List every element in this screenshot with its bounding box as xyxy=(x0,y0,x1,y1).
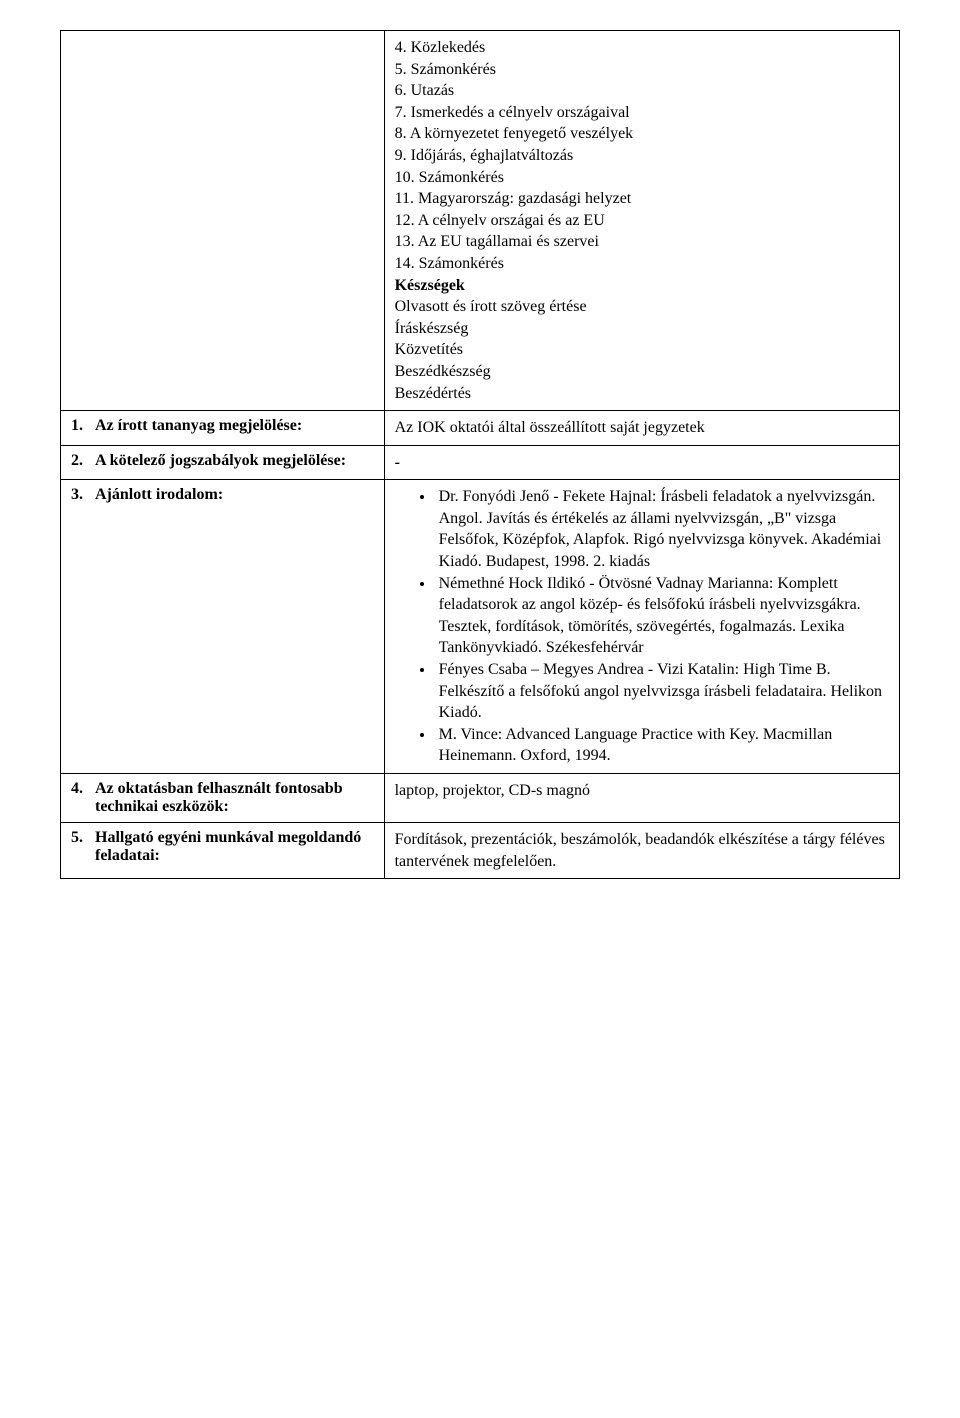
course-table: 4. Közlekedés5. Számonkérés6. Utazás7. I… xyxy=(60,30,900,879)
row4-content: laptop, projektor, CD-s magnó xyxy=(395,780,889,802)
topic-item: 13. Az EU tagállamai és szervei xyxy=(395,231,889,253)
skill-item: Olvasott és írott szöveg értése xyxy=(395,296,889,318)
row5-left: 5. Hallgató egyéni munkával megoldandó f… xyxy=(61,823,385,879)
row4-num: 4. xyxy=(71,780,89,816)
skills-heading: Készségek xyxy=(395,277,465,294)
row3-num: 3. xyxy=(71,486,89,504)
row0-right: 4. Közlekedés5. Számonkérés6. Utazás7. I… xyxy=(384,31,899,411)
row3-label: Ajánlott irodalom: xyxy=(95,486,223,504)
row5-label: Hallgató egyéni munkával megoldandó fela… xyxy=(95,829,374,865)
row5-right: Fordítások, prezentációk, beszámolók, be… xyxy=(384,823,899,879)
topic-item: 5. Számonkérés xyxy=(395,59,889,81)
topic-item: 10. Számonkérés xyxy=(395,167,889,189)
literature-item: Dr. Fonyódi Jenő - Fekete Hajnal: Írásbe… xyxy=(435,486,889,572)
row1-left: 1. Az írott tananyag megjelölése: xyxy=(61,411,385,446)
skill-item: Beszédértés xyxy=(395,383,889,405)
row5-content: Fordítások, prezentációk, beszámolók, be… xyxy=(395,829,889,872)
topic-item: 9. Időjárás, éghajlatváltozás xyxy=(395,145,889,167)
row2-label: A kötelező jogszabályok megjelölése: xyxy=(95,452,346,470)
row2-right: - xyxy=(384,445,899,480)
skill-item: Beszédkészség xyxy=(395,361,889,383)
skill-item: Íráskészség xyxy=(395,318,889,340)
row2-num: 2. xyxy=(71,452,89,470)
row1-right: Az IOK oktatói által összeállított saját… xyxy=(384,411,899,446)
literature-item: Némethné Hock Ildikó - Ötvösné Vadnay Ma… xyxy=(435,573,889,659)
topic-item: 12. A célnyelv országai és az EU xyxy=(395,210,889,232)
row3-left: 3. Ajánlott irodalom: xyxy=(61,480,385,774)
row0-left xyxy=(61,31,385,411)
row2-left: 2. A kötelező jogszabályok megjelölése: xyxy=(61,445,385,480)
topic-item: 6. Utazás xyxy=(395,80,889,102)
literature-item: M. Vince: Advanced Language Practice wit… xyxy=(435,724,889,767)
row4-label: Az oktatásban felhasznált fontosabb tech… xyxy=(95,780,374,816)
topic-item: 11. Magyarország: gazdasági helyzet xyxy=(395,188,889,210)
row1-label: Az írott tananyag megjelölése: xyxy=(95,417,302,435)
topic-item: 7. Ismerkedés a célnyelv országaival xyxy=(395,102,889,124)
row3-right: Dr. Fonyódi Jenő - Fekete Hajnal: Írásbe… xyxy=(384,480,899,774)
row4-right: laptop, projektor, CD-s magnó xyxy=(384,774,899,823)
skill-item: Közvetítés xyxy=(395,339,889,361)
row1-num: 1. xyxy=(71,417,89,435)
literature-item: Fényes Csaba – Megyes Andrea - Vizi Kata… xyxy=(435,659,889,724)
row5-num: 5. xyxy=(71,829,89,865)
row1-content: Az IOK oktatói által összeállított saját… xyxy=(395,417,889,439)
topic-item: 4. Közlekedés xyxy=(395,37,889,59)
row4-left: 4. Az oktatásban felhasznált fontosabb t… xyxy=(61,774,385,823)
topic-item: 14. Számonkérés xyxy=(395,253,889,275)
row3-bullets: Dr. Fonyódi Jenő - Fekete Hajnal: Írásbe… xyxy=(395,486,889,767)
row2-content: - xyxy=(395,452,889,474)
topic-item: 8. A környezetet fenyegető veszélyek xyxy=(395,123,889,145)
